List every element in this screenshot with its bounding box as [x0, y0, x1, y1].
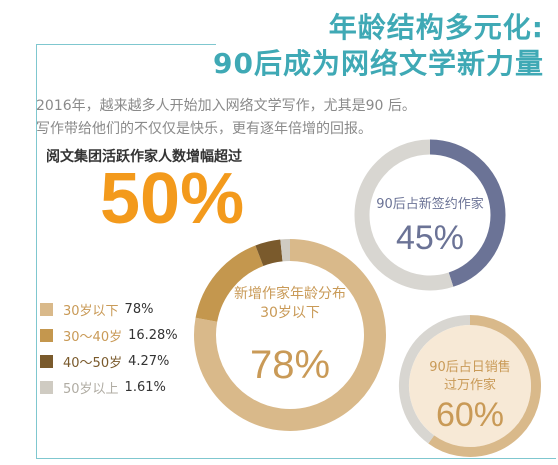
legend-swatch: [40, 355, 53, 368]
legend-item: 30岁以下 78%: [40, 300, 153, 319]
page-title-line2: 90后成为网络文学新力量: [213, 47, 544, 80]
legend-item: 30～40岁 16.28%: [40, 326, 178, 345]
frame-line-top: [36, 44, 216, 45]
legend-value: 16.28%: [128, 328, 178, 343]
highlight-label: 阅文集团活跃作家人数增幅超过: [46, 149, 242, 165]
donut-1-value: 45%: [395, 219, 465, 257]
frame-line-bottom: [36, 458, 556, 459]
donut-1-label-0: 90后占新签约作家: [376, 197, 484, 212]
donut-2-center: [409, 325, 531, 447]
donut-2-label-1: 过万作家: [443, 378, 496, 393]
page-title-line1: 年龄结构多元化:: [328, 11, 544, 44]
donut-0-label-1: 30岁以下: [260, 305, 320, 321]
donut-2-value: 60%: [435, 396, 505, 434]
intro-line1: 2016年，越来越多人开始加入网络文学写作，尤其是90 后。: [36, 98, 416, 114]
donut-1-center: [369, 154, 491, 276]
donut-2-slice-0: [428, 315, 541, 457]
donut-0-slice-0: [194, 239, 386, 431]
legend-item: 40～50岁 4.27%: [40, 352, 169, 371]
legend-value: 1.61%: [124, 380, 166, 395]
donut-0-center: [216, 261, 364, 409]
donut-0-slice-2: [255, 239, 283, 267]
donut-2-label-0: 90后占日销售: [429, 360, 511, 375]
donut-0-slice-1: [195, 245, 264, 323]
legend-label: 50岁以上: [63, 382, 119, 397]
legend-swatch: [40, 329, 53, 342]
intro-line2: 写作带给他们的不仅仅是快乐，更有逐年倍增的回报。: [36, 121, 372, 137]
donut-2-slice-1: [399, 315, 471, 444]
donut-1-slice-0: [429, 139, 506, 287]
donut-0-label-0: 新增作家年龄分布: [234, 286, 346, 302]
legend-item: 50岁以上 1.61%: [40, 378, 166, 397]
legend-label: 40～50岁: [63, 356, 123, 371]
legend-value: 4.27%: [128, 354, 170, 369]
donut-1-slice-1: [354, 139, 454, 291]
legend-swatch: [40, 381, 53, 394]
legend-value: 78%: [124, 302, 154, 317]
legend-swatch: [40, 303, 53, 316]
frame-line-left: [36, 44, 37, 459]
highlight-value: 50%: [100, 159, 245, 239]
legend-label: 30岁以下: [63, 304, 119, 319]
donut-0-value: 78%: [249, 343, 331, 387]
legend-label: 30～40岁: [63, 330, 123, 345]
